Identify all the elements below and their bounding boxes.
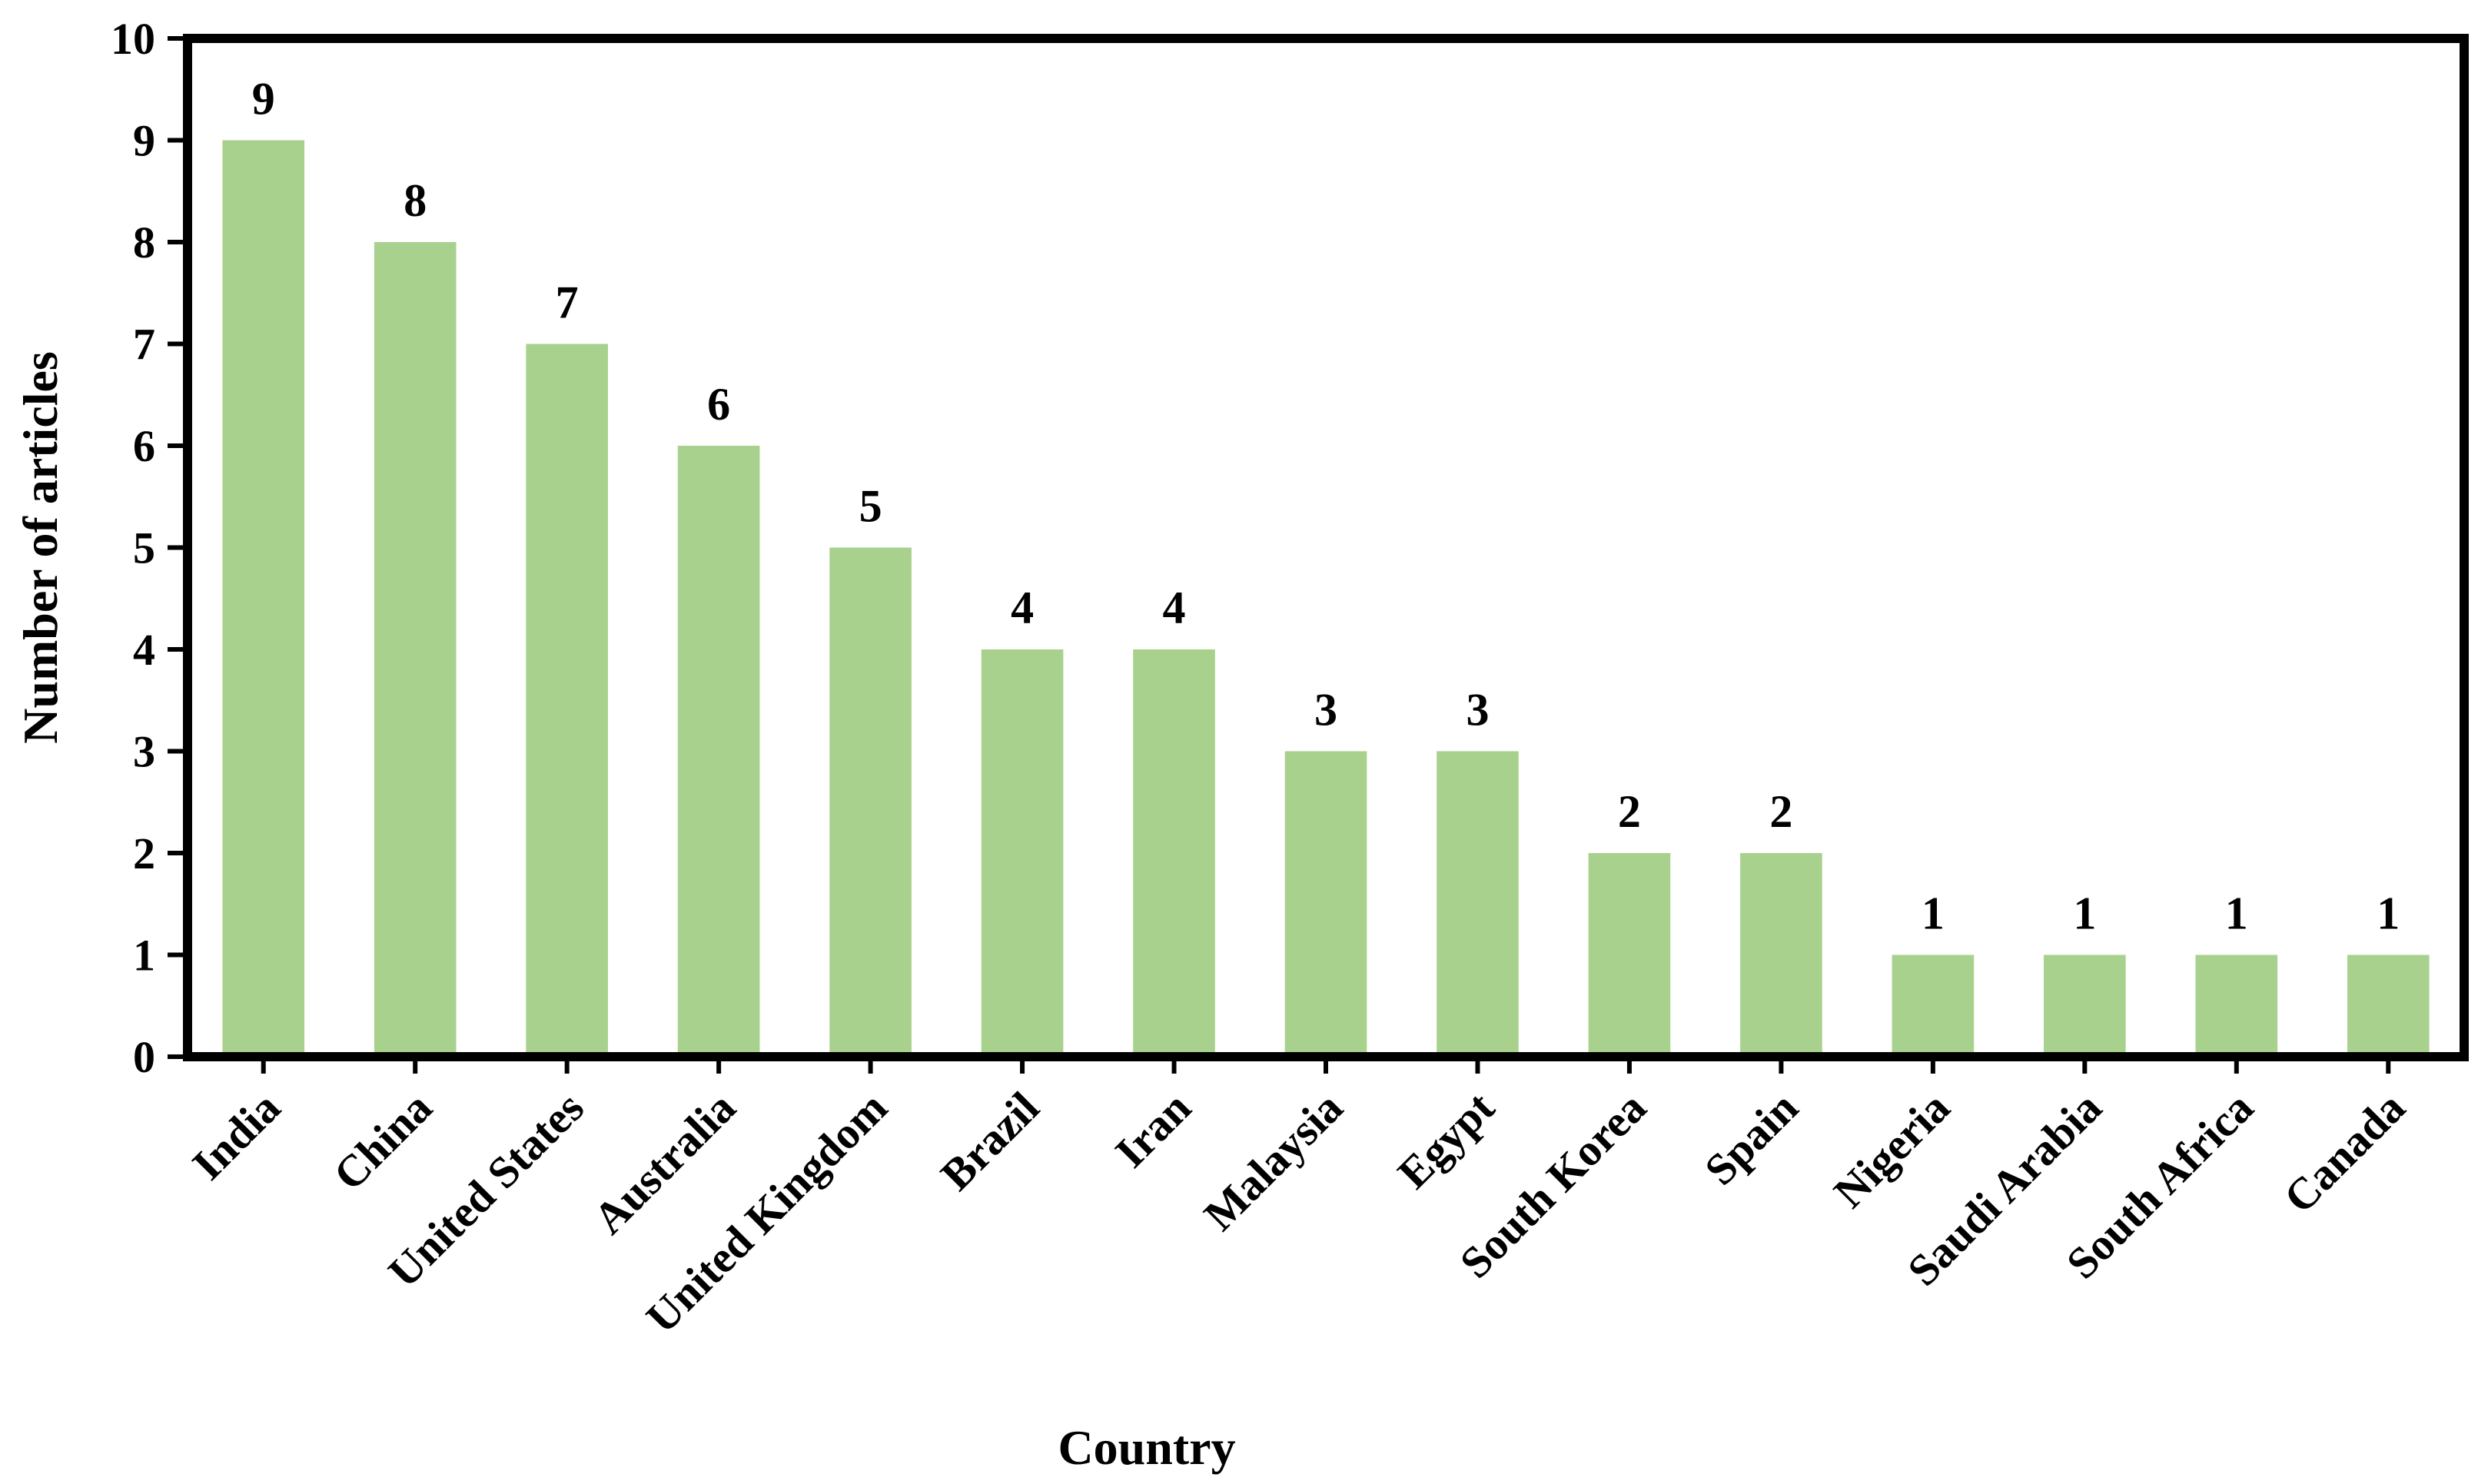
data-labels-layer: 9 8 7 6 5 4 4 3 3 2 2 1 1 1 1 bbox=[252, 74, 2400, 939]
x-tick-label: Brazil bbox=[931, 1082, 1048, 1200]
y-tick-label: 8 bbox=[133, 217, 155, 267]
data-label: 1 bbox=[1922, 888, 1945, 939]
bar-nigeria bbox=[1892, 954, 1975, 1057]
data-label: 9 bbox=[252, 74, 275, 124]
data-label: 4 bbox=[1163, 583, 1186, 633]
x-axis-title: Country bbox=[1058, 1420, 1235, 1475]
data-label: 7 bbox=[556, 277, 579, 328]
y-tick-label: 6 bbox=[133, 421, 155, 471]
x-tick-label: Nigeria bbox=[1824, 1082, 1959, 1217]
data-label: 1 bbox=[2377, 888, 2400, 939]
bar-iran bbox=[1133, 649, 1215, 1057]
y-tick-label: 0 bbox=[133, 1032, 155, 1082]
data-label: 3 bbox=[1314, 685, 1337, 735]
data-label: 8 bbox=[404, 175, 427, 226]
bar-saudi-arabia bbox=[2044, 954, 2126, 1057]
x-tick-label: Spain bbox=[1695, 1082, 1807, 1194]
bar-brazil bbox=[981, 649, 1064, 1057]
bar-united-kingdom bbox=[829, 547, 912, 1057]
data-label: 2 bbox=[1618, 786, 1641, 837]
y-axis-ticks: 0 1 2 3 4 5 6 7 8 9 10 bbox=[111, 14, 188, 1082]
y-tick-label: 7 bbox=[133, 320, 155, 370]
x-tick-label: Iran bbox=[1105, 1082, 1200, 1177]
data-label: 1 bbox=[2225, 888, 2248, 939]
data-label: 3 bbox=[1466, 685, 1489, 735]
bar-australia bbox=[677, 446, 760, 1057]
y-tick-label: 1 bbox=[133, 931, 155, 981]
x-tick-label: China bbox=[324, 1082, 441, 1200]
bars-layer bbox=[222, 140, 2430, 1057]
y-tick-label: 5 bbox=[133, 523, 155, 573]
x-tick-label: Canada bbox=[2274, 1082, 2415, 1223]
x-tick-label: Egypt bbox=[1388, 1082, 1504, 1198]
data-label: 2 bbox=[1769, 786, 1792, 837]
y-tick-label: 3 bbox=[133, 727, 155, 777]
y-tick-label: 10 bbox=[111, 14, 155, 64]
bar-south-korea bbox=[1588, 853, 1671, 1057]
bar-south-africa bbox=[2195, 954, 2278, 1057]
x-tick-label: India bbox=[182, 1082, 289, 1189]
bar-india bbox=[222, 140, 305, 1057]
bar-egypt bbox=[1437, 751, 1519, 1057]
x-tick-label: Malaysia bbox=[1194, 1082, 1352, 1240]
bar-malaysia bbox=[1284, 751, 1367, 1057]
data-label: 6 bbox=[707, 379, 730, 430]
bar-spain bbox=[1740, 853, 1822, 1057]
y-tick-label: 4 bbox=[133, 625, 155, 675]
data-label: 4 bbox=[1011, 583, 1034, 633]
y-tick-label: 9 bbox=[133, 116, 155, 166]
bar-canada bbox=[2347, 954, 2430, 1057]
x-tick-label: Australia bbox=[583, 1082, 745, 1243]
y-axis-title: Number of articles bbox=[13, 351, 68, 744]
bar-united-states bbox=[526, 344, 608, 1057]
y-tick-label: 2 bbox=[133, 828, 155, 878]
data-label: 5 bbox=[859, 481, 882, 532]
data-label: 1 bbox=[2073, 888, 2096, 939]
bar-china bbox=[374, 242, 457, 1057]
